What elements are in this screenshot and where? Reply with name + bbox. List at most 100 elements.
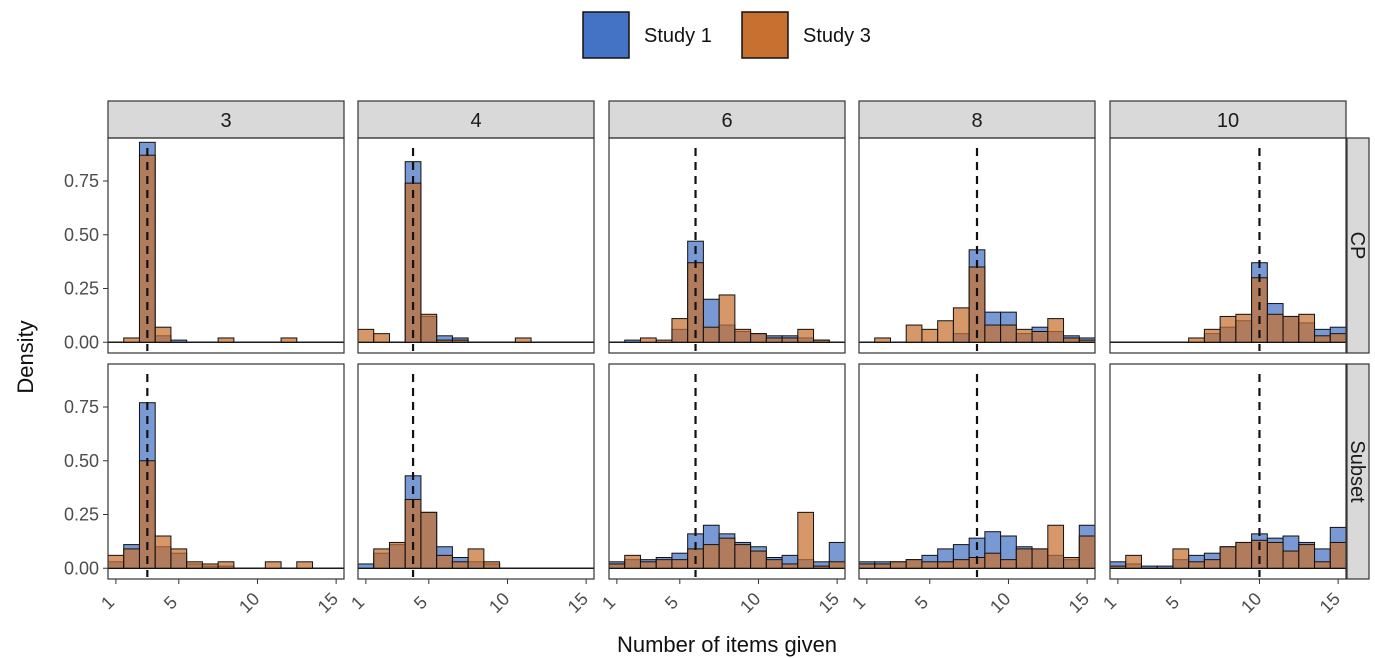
panel-cp-3 (107, 137, 345, 354)
bar-study-3 (889, 561, 907, 569)
bar-study-3 (1314, 335, 1331, 343)
bar-study-3 (1000, 559, 1017, 569)
panel-cp-4 (357, 137, 595, 354)
bar-study-3 (781, 337, 799, 343)
bar-study-3 (1047, 524, 1065, 569)
bar-study-3 (1078, 339, 1096, 343)
bar-study-3 (797, 328, 815, 343)
legend-label-study-3: Study 3 (803, 25, 871, 47)
bar-study-3 (170, 548, 188, 569)
facet-strip-label-10: 10 (1217, 110, 1239, 132)
bar-study-3 (718, 537, 736, 569)
bar-study-3 (451, 339, 469, 343)
bar-study-3 (373, 548, 390, 569)
bar-study-3 (1329, 541, 1347, 569)
panel-cp-6 (608, 137, 846, 354)
panel-border (858, 363, 1096, 580)
bar-study-3 (828, 561, 846, 569)
bar-study-3 (1125, 554, 1142, 569)
legend-label-study-1: Study 1 (644, 25, 712, 47)
legend-key-study-1 (582, 11, 630, 59)
bar-study-3 (1047, 318, 1065, 343)
panel-border (107, 137, 345, 354)
bar-study-3 (201, 563, 219, 569)
bar-study-3 (1266, 541, 1284, 569)
bar-study-3 (1203, 328, 1221, 343)
bar-study-3 (1188, 337, 1205, 343)
panel-border (858, 137, 1096, 354)
bar-study-3 (984, 552, 1002, 569)
bar-study-3 (734, 544, 752, 569)
x-tick-label: 10 (986, 589, 1014, 617)
bar-study-3 (813, 565, 830, 569)
panel-subset-8 (858, 363, 1096, 580)
bar-study-3 (765, 559, 783, 569)
x-tick-label: 15 (564, 589, 592, 617)
facet-grid: 3 4 6 8 10 CP Subset 0.00 0.25 0.50 0.75 0.00 0.25 0.… (64, 100, 1370, 617)
bar-study-3 (921, 328, 939, 343)
panel-border (1109, 363, 1347, 580)
facet-strip-6 (608, 100, 846, 139)
bar-study-3 (952, 559, 970, 569)
legend-key-study-3 (741, 11, 789, 59)
bar-study-3 (813, 339, 830, 343)
bar-study-3 (186, 561, 203, 569)
y-tick-label: 0.75 (64, 171, 99, 191)
y-tick-label: 0.50 (64, 451, 99, 471)
x-tick-label: 1 (347, 592, 368, 613)
bar-study-3 (373, 333, 390, 343)
x-tick-label: 5 (410, 592, 431, 613)
panel-border (357, 363, 595, 580)
bar-study-3 (1063, 557, 1080, 569)
facet-strip-label-6: 6 (721, 110, 732, 132)
bar-study-3 (296, 561, 314, 569)
bar-study-3 (123, 337, 140, 343)
facet-strip-8 (858, 100, 1096, 139)
bar-study-3 (1000, 324, 1017, 343)
bar-study-3 (1063, 337, 1080, 343)
bar-study-3 (702, 326, 720, 343)
bar-study-3 (1282, 315, 1300, 343)
y-tick-label: 0.75 (64, 397, 99, 417)
bar-study-3 (1235, 313, 1253, 343)
x-tick-label: 1 (598, 592, 619, 613)
row-strip-subset (1346, 363, 1370, 580)
facet-strip-3 (107, 100, 345, 139)
panel-subset-4 (357, 363, 595, 580)
panel-subset-3 (107, 363, 345, 580)
row-strip-label-cp: CP (1346, 232, 1368, 260)
bar-study-3 (937, 320, 954, 343)
bar-study-3 (655, 559, 673, 569)
y-tick-label: 0.25 (64, 279, 99, 299)
bar-study-3 (1203, 559, 1221, 569)
panel-border (608, 137, 846, 354)
bar-study-3 (1109, 565, 1127, 569)
row-strip-label-subset: Subset (1346, 440, 1368, 503)
bar-study-3 (1329, 333, 1347, 343)
bar-study-3 (280, 337, 298, 343)
legend: Study 1 Study 3 (582, 11, 871, 59)
x-tick-label: 15 (815, 589, 843, 617)
bar-study-3 (1282, 550, 1300, 569)
x-tick-label: 10 (1237, 589, 1265, 617)
bar-study-3 (874, 337, 891, 343)
bar-study-3 (1298, 313, 1316, 343)
bar-study-3 (1266, 313, 1284, 343)
x-tick-label: 10 (235, 589, 263, 617)
bar-study-3 (123, 548, 140, 569)
x-tick-label: 5 (160, 592, 181, 613)
bar-study-3 (514, 337, 532, 343)
bar-study-3 (655, 339, 673, 343)
bar-study-3 (734, 328, 752, 343)
bar-study-3 (750, 333, 767, 343)
bar-study-3 (357, 328, 375, 343)
bar-study-3 (154, 535, 172, 569)
bar-study-3 (264, 561, 282, 569)
bar-study-3 (1078, 535, 1096, 569)
x-axis-title: Number of items given (617, 632, 837, 657)
y-tick-label: 0.00 (64, 332, 99, 352)
bar-study-3 (858, 563, 876, 569)
panel-subset-6 (608, 363, 846, 580)
bar-study-3 (608, 563, 626, 569)
bar-study-3 (639, 337, 657, 343)
